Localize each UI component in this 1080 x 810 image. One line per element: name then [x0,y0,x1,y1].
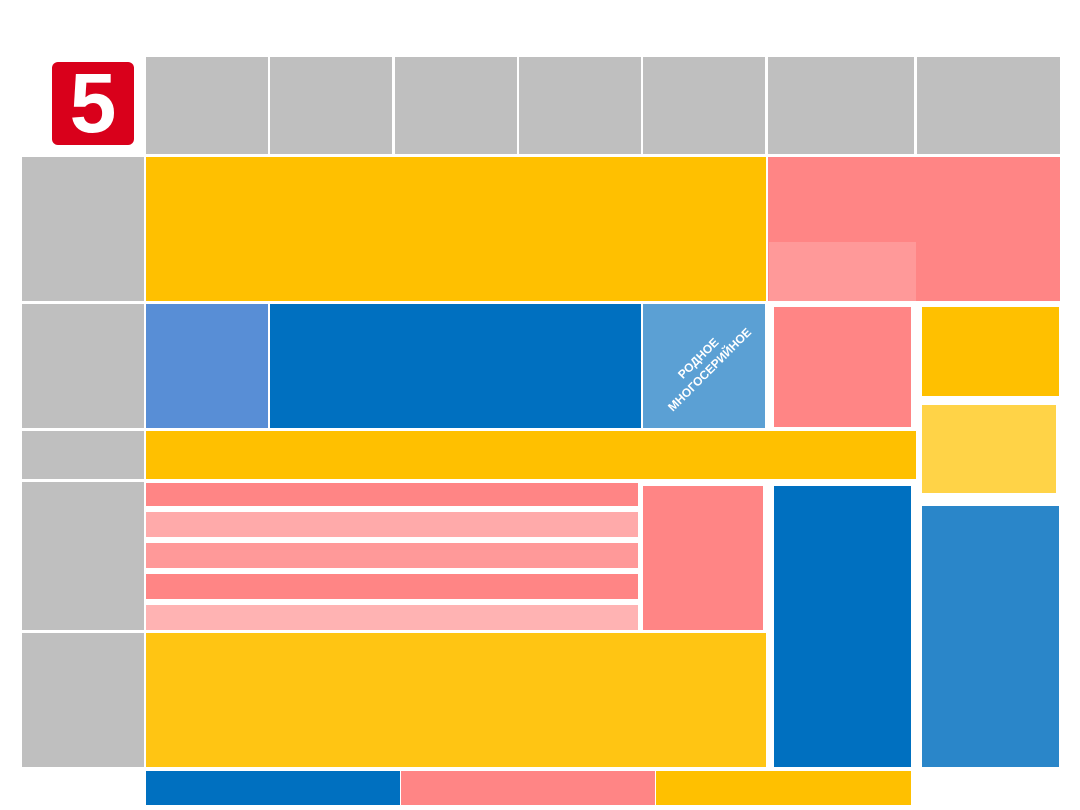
header-cell [917,57,1060,154]
header-cell [519,57,641,154]
block [146,304,268,428]
block [146,157,766,301]
block [146,431,916,479]
block [656,771,911,805]
block: РОДНОЕ МНОГОСЕРИЙНОЕ [643,304,765,428]
block [146,543,638,568]
genre-label: РОДНОЕ МНОГОСЕРИЙНОЕ [642,302,765,425]
block [922,506,1059,767]
logo: 5 [52,61,134,145]
block [146,512,638,537]
block [769,242,916,301]
block [146,574,638,599]
block [774,486,911,767]
block [922,307,1059,396]
row-cell [22,482,144,630]
header-cell [395,57,517,154]
block [643,486,763,630]
header-cell [146,57,268,154]
block [922,405,1056,493]
row-cell [22,633,144,767]
block [146,483,638,506]
row-cell [22,157,144,301]
block [774,307,911,427]
block [270,304,641,428]
row-cell [22,304,144,428]
header-cell [768,57,914,154]
block [401,771,655,805]
header-cell [270,57,392,154]
block [146,605,638,630]
row-cell [22,431,144,479]
block [146,633,766,767]
header-cell [643,57,765,154]
block [146,771,400,805]
